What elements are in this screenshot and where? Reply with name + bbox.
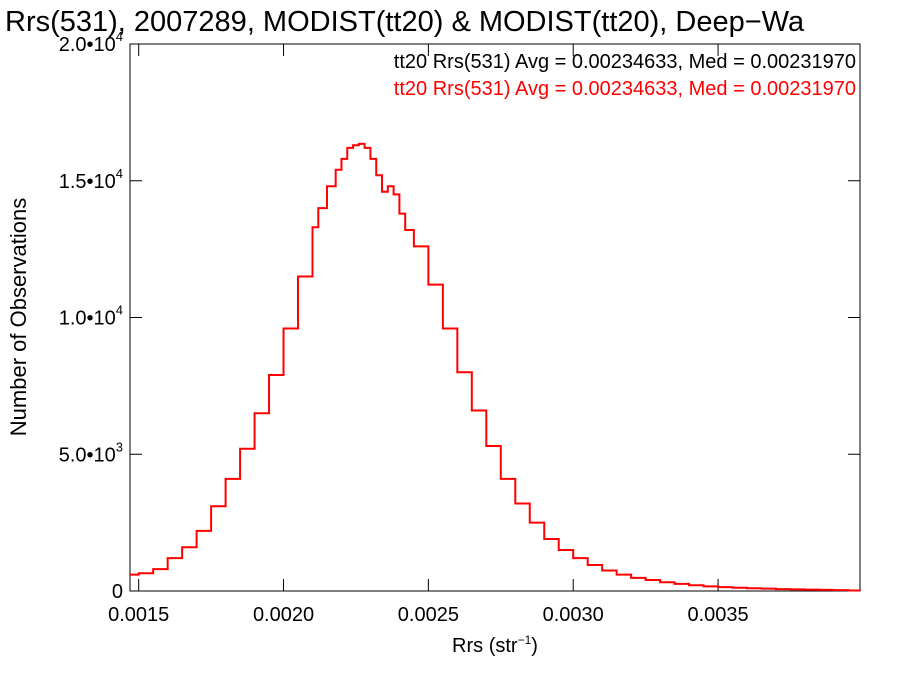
x-axis-label: Rrs (str−1) bbox=[452, 633, 538, 657]
x-tick-label: 0.0015 bbox=[108, 604, 169, 626]
y-tick-label: 1.5•104 bbox=[59, 166, 123, 193]
x-tick-label: 0.0020 bbox=[253, 604, 314, 626]
y-tick-label: 2.0•104 bbox=[59, 29, 123, 56]
y-tick-label-base: 1.5•10 bbox=[59, 171, 116, 193]
x-tick-label: 0.0035 bbox=[687, 604, 748, 626]
y-tick-label-base: 5.0•10 bbox=[59, 444, 116, 466]
y-tick-label-base: 0 bbox=[112, 581, 123, 603]
y-axis-label: Number of Observations bbox=[6, 198, 31, 436]
x-axis-label-text: Rrs (str bbox=[452, 635, 518, 657]
y-tick-label-base: 2.0•10 bbox=[59, 34, 116, 56]
x-axis-label-close: ) bbox=[531, 635, 538, 657]
x-tick-label: 0.0030 bbox=[543, 604, 604, 626]
x-axis-label-superscript: −1 bbox=[518, 633, 532, 647]
plot-frame bbox=[129, 43, 861, 592]
y-tick-label-exponent: 4 bbox=[116, 166, 123, 181]
y-tick-label-exponent: 4 bbox=[116, 29, 123, 44]
legend-entry-red: tt20 Rrs(531) Avg = 0.00234633, Med = 0.… bbox=[394, 78, 856, 100]
y-tick-label-exponent: 3 bbox=[116, 439, 123, 454]
y-tick-label: 0 bbox=[112, 581, 123, 603]
x-tick-label: 0.0025 bbox=[398, 604, 459, 626]
chart-title: Rrs(531), 2007289, MODIST(tt20) & MODIST… bbox=[5, 6, 805, 38]
legend-entry-black: tt20 Rrs(531) Avg = 0.00234633, Med = 0.… bbox=[394, 51, 856, 73]
series-layer bbox=[130, 142, 861, 592]
y-tick-label-base: 1.0•10 bbox=[59, 308, 116, 330]
y-tick-label: 5.0•103 bbox=[59, 439, 123, 466]
histogram-series-line bbox=[130, 142, 861, 592]
y-tick-label-exponent: 4 bbox=[116, 303, 123, 318]
y-tick-label: 1.0•104 bbox=[59, 303, 123, 330]
x-axis-ticks: 0.0015 0.0020 0.0025 0.0030 0.0035 bbox=[108, 44, 749, 626]
